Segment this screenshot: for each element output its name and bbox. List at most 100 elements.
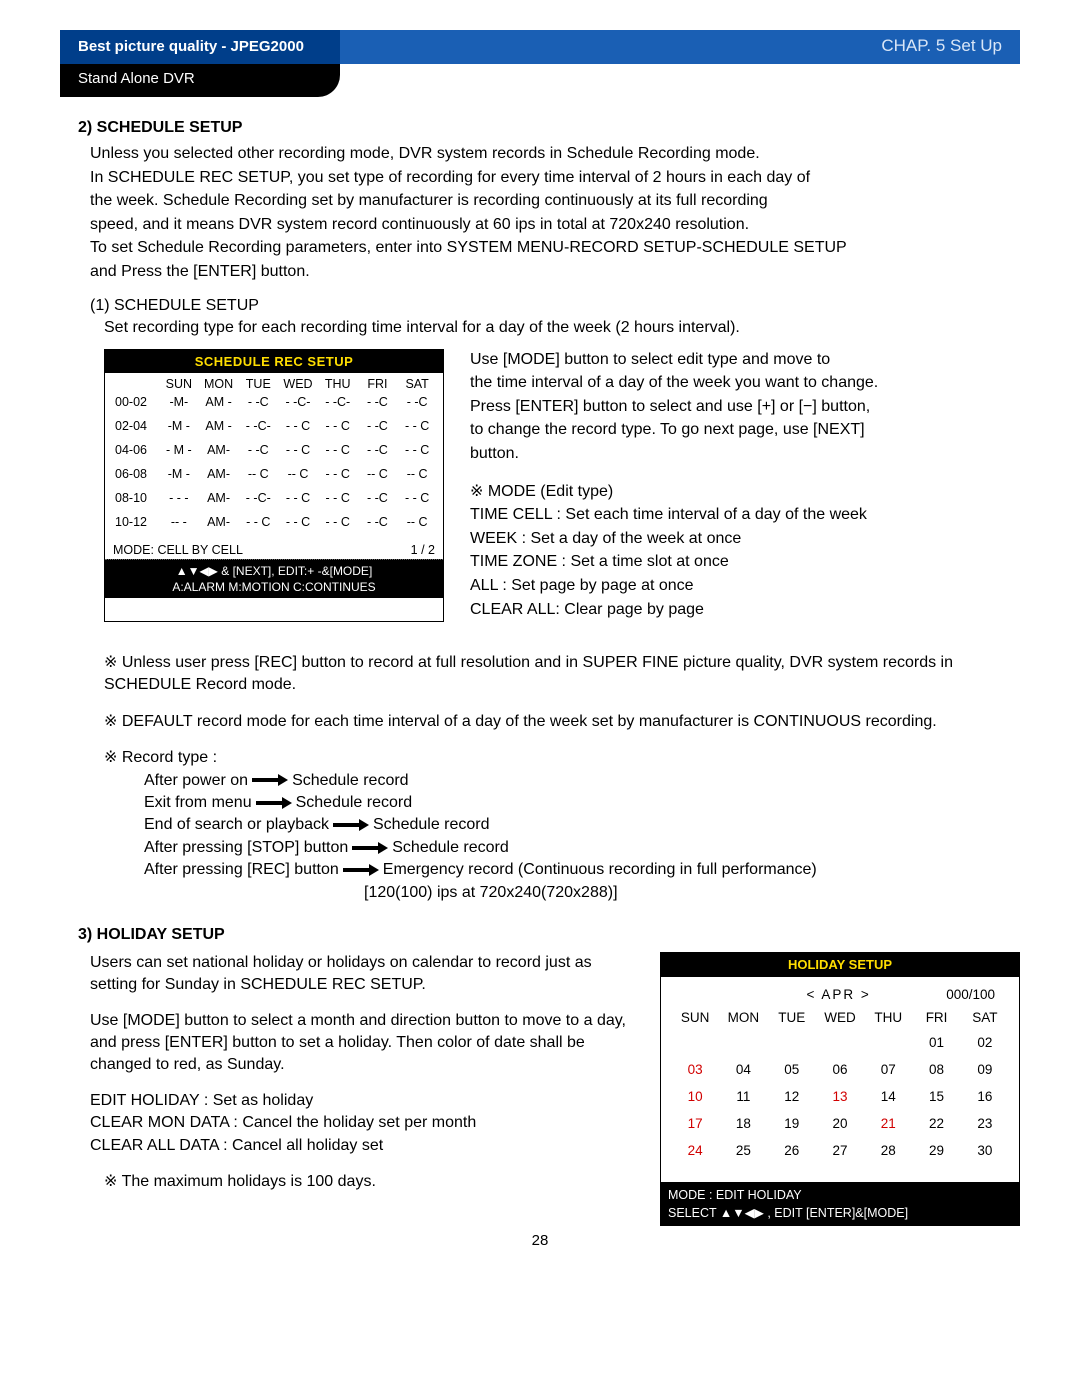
day-header: TUE — [238, 377, 278, 391]
record-type: ※ Record type : After power onSchedule r… — [104, 747, 1020, 904]
holiday-p2: Use [MODE] button to select a month and … — [90, 1010, 638, 1076]
sched-cell: - - C — [397, 443, 437, 457]
sched-header-row: SUNMONTUEWEDTHUFRISAT — [111, 377, 437, 391]
day-header: WED — [278, 377, 318, 391]
record-type-line: End of search or playbackSchedule record — [144, 814, 1020, 836]
note1: ※ Unless user press [REC] button to reco… — [104, 652, 1020, 697]
sched-cell: - - C — [397, 491, 437, 505]
time-cell: 02-04 — [111, 419, 159, 433]
header-bar: Best picture quality - JPEG2000 CHAP. 5 … — [60, 30, 1020, 64]
intro-line: To set Schedule Recording parameters, en… — [90, 237, 1020, 259]
sched-row: 10-12-- -AM-- - C- - C- - C- -C-- C — [111, 515, 437, 529]
day-header: MON — [199, 377, 239, 391]
sched-cell: - - C — [238, 515, 278, 529]
cal-cell: 26 — [768, 1141, 816, 1160]
schedule-intro: Unless you selected other recording mode… — [90, 143, 1020, 283]
cal-cell: 24 — [671, 1141, 719, 1160]
intro-line: and Press the [ENTER] button. — [90, 261, 1020, 283]
record-type-line: After power onSchedule record — [144, 770, 1020, 792]
cal-cell: 17 — [671, 1114, 719, 1133]
holiday-box-title: HOLIDAY SETUP — [660, 952, 1020, 977]
cal-row: 0102 — [671, 1033, 1009, 1052]
record-type-lines: After power onSchedule recordExit from m… — [144, 770, 1020, 882]
sched-cell: - - C — [318, 491, 358, 505]
sched-cell: -- C — [397, 467, 437, 481]
schedule-box-title: SCHEDULE REC SETUP — [105, 350, 443, 373]
day-header: SAT — [397, 377, 437, 391]
cal-row: 24252627282930 — [671, 1141, 1009, 1160]
cal-cell — [671, 1033, 719, 1052]
holiday-footer: MODE : EDIT HOLIDAY SELECT ▲▼◀▶ , EDIT [… — [660, 1182, 1020, 1226]
right-line: the time interval of a day of the week y… — [470, 372, 1020, 394]
mode-line: CLEAR ALL: Clear page by page — [470, 599, 1020, 621]
cal-cell: 13 — [816, 1087, 864, 1106]
cal-day-header: TUE — [768, 1010, 816, 1025]
header-right: CHAP. 5 Set Up — [340, 30, 1020, 64]
sched-cell: - -C- — [318, 395, 358, 409]
holiday-line: CLEAR ALL DATA : Cancel all holiday set — [90, 1135, 638, 1157]
intro-line: In SCHEDULE REC SETUP, you set type of r… — [90, 167, 1020, 189]
arrow-icon — [252, 775, 288, 785]
sched-cell: - - - — [159, 491, 199, 505]
cal-cell: 11 — [719, 1087, 767, 1106]
sched-cell: -M- — [159, 395, 199, 409]
holiday-left: Users can set national holiday or holida… — [90, 952, 638, 1226]
mode-line: ALL : Set page by page at once — [470, 575, 1020, 597]
sched-cell: - - C — [318, 515, 358, 529]
sched-row: 06-08-M -AM--- C-- C- - C-- C-- C — [111, 467, 437, 481]
right-line: Press [ENTER] button to select and use [… — [470, 396, 1020, 418]
holiday-count: 000/100 — [946, 987, 995, 1002]
holiday-title: 3) HOLIDAY SETUP — [78, 926, 1020, 944]
cal-cell: 04 — [719, 1060, 767, 1079]
cal-day-header: FRI — [912, 1010, 960, 1025]
mode-head: ※ MODE (Edit type) — [470, 481, 1020, 503]
mode-line: TIME ZONE : Set a time slot at once — [470, 551, 1020, 573]
sched-cell: -- C — [358, 467, 398, 481]
sched-cell: - - C — [278, 443, 318, 457]
arrow-icon — [352, 843, 388, 853]
right-paragraph: Use [MODE] button to select edit type an… — [470, 349, 1020, 465]
cal-cell — [816, 1033, 864, 1052]
page: Best picture quality - JPEG2000 CHAP. 5 … — [0, 0, 1080, 1269]
sched-cell: - -C — [358, 395, 398, 409]
schedule-two-col: SCHEDULE REC SETUP SUNMONTUEWEDTHUFRISAT… — [104, 349, 1020, 623]
sched-cell: - -C — [358, 419, 398, 433]
sched-cell: - -C — [238, 395, 278, 409]
cal-cell: 29 — [912, 1141, 960, 1160]
day-header: THU — [318, 377, 358, 391]
sched-row: 04-06- M -AM-- -C- - C- - C- -C- - C — [111, 443, 437, 457]
time-cell: 06-08 — [111, 467, 159, 481]
schedule-sub1-desc: Set recording type for each recording ti… — [104, 319, 1020, 337]
holiday-p1: Users can set national holiday or holida… — [90, 952, 638, 996]
intro-line: the week. Schedule Recording set by manu… — [90, 190, 1020, 212]
cal-cell: 15 — [912, 1087, 960, 1106]
sub-header: Stand Alone DVR — [60, 64, 1020, 97]
right-line: to change the record type. To go next pa… — [470, 419, 1020, 441]
day-header: SUN — [159, 377, 199, 391]
sched-cell: - -C- — [278, 395, 318, 409]
sched-cell: AM- — [199, 467, 239, 481]
cal-day-header: MON — [719, 1010, 767, 1025]
holiday-body: < APR > 000/100 SUNMONTUEWEDTHUFRISAT 01… — [660, 977, 1020, 1182]
record-type-line: Exit from menuSchedule record — [144, 792, 1020, 814]
intro-line: Unless you selected other recording mode… — [90, 143, 1020, 165]
cal-cell: 27 — [816, 1141, 864, 1160]
sched-cell: - -C — [358, 491, 398, 505]
mode-line: WEEK : Set a day of the week at once — [470, 528, 1020, 550]
right-line: Use [MODE] button to select edit type an… — [470, 349, 1020, 371]
holiday-lines: EDIT HOLIDAY : Set as holidayCLEAR MON D… — [90, 1090, 638, 1156]
sched-cell: - -C — [397, 395, 437, 409]
day-header: FRI — [358, 377, 398, 391]
time-cell: 10-12 — [111, 515, 159, 529]
sched-cell: - - C — [318, 467, 358, 481]
sched-cell: - - C — [318, 419, 358, 433]
cal-day-header: SUN — [671, 1010, 719, 1025]
schedule-sub1-label: (1) SCHEDULE SETUP — [90, 297, 1020, 315]
arrow-icon — [333, 820, 369, 830]
time-cell: 00-02 — [111, 395, 159, 409]
sched-cell: - - C — [318, 443, 358, 457]
time-cell: 08-10 — [111, 491, 159, 505]
sched-cell: -M - — [159, 467, 199, 481]
cal-row: 10111213141516 — [671, 1087, 1009, 1106]
mode-text: MODE: CELL BY CELL — [113, 543, 243, 557]
